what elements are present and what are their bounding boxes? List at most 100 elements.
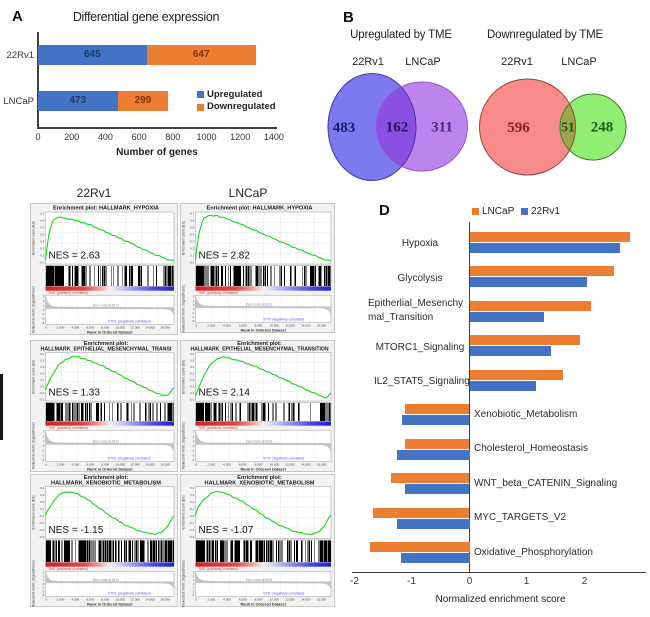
svg-text:Rank in Ordered Dataset: Rank in Ordered Dataset — [87, 466, 133, 471]
svg-text:0.1: 0.1 — [40, 507, 45, 511]
svg-text:0: 0 — [46, 463, 48, 467]
svg-text:'CTRL' (negatively correlated): 'CTRL' (negatively correlated) — [107, 591, 150, 595]
svg-text:NES = 2.63: NES = 2.63 — [49, 251, 101, 262]
svg-text:Enrichment plot: HALLMARK_HYPO: Enrichment plot: HALLMARK_HYPOXIA — [53, 206, 159, 212]
svg-text:0.5: 0.5 — [190, 359, 195, 363]
svg-text:-0.3: -0.3 — [189, 535, 195, 539]
svg-text:12,000: 12,000 — [130, 326, 140, 330]
svg-text:-0.0: -0.0 — [39, 514, 45, 518]
svg-text:12,000: 12,000 — [130, 598, 140, 602]
svg-text:-3: -3 — [192, 593, 195, 597]
svg-text:0: 0 — [193, 307, 195, 311]
svg-text:12,000: 12,000 — [285, 463, 295, 467]
svg-text:0: 0 — [193, 444, 195, 448]
svg-text:'CTRL' (negatively correlated): 'CTRL' (negatively correlated) — [107, 319, 150, 323]
svg-text:Enrichment plot:: Enrichment plot: — [237, 475, 282, 481]
svg-text:0: 0 — [46, 598, 48, 602]
svg-text:0: 0 — [196, 598, 198, 602]
svg-text:1: 1 — [193, 303, 195, 307]
svg-text:2: 2 — [43, 574, 45, 578]
svg-text:-2: -2 — [42, 453, 45, 457]
svg-text:HALLMARK_EPITHELIAL_MESENCHYMA: HALLMARK_EPITHELIAL_MESENCHYMAL_TRANSI — [41, 347, 172, 353]
svg-text:-1: -1 — [192, 449, 195, 453]
svg-text:Enrichment score (ES): Enrichment score (ES) — [32, 360, 36, 394]
svg-text:'TME' (positively correlated): 'TME' (positively correlated) — [198, 567, 238, 571]
svg-text:Enrichment plot:: Enrichment plot: — [84, 341, 129, 347]
svg-text:Zero cross at 8131: Zero cross at 8131 — [93, 304, 120, 308]
svg-text:0.4: 0.4 — [190, 486, 195, 490]
svg-text:Enrichment score (ES): Enrichment score (ES) — [182, 360, 186, 394]
svg-text:'TME' (positively correlated): 'TME' (positively correlated) — [48, 426, 88, 430]
svg-text:-0.0: -0.0 — [39, 261, 45, 265]
svg-text:596: 596 — [507, 120, 530, 136]
svg-text:0: 0 — [43, 582, 45, 586]
svg-text:6,000: 6,000 — [86, 598, 94, 602]
svg-text:6,000: 6,000 — [239, 324, 247, 328]
svg-text:2: 2 — [43, 434, 45, 438]
svg-text:0.3: 0.3 — [190, 372, 195, 376]
svg-text:0.2: 0.2 — [40, 372, 45, 376]
svg-text:0.3: 0.3 — [40, 493, 45, 497]
svg-text:3: 3 — [193, 430, 195, 434]
svg-text:2,000: 2,000 — [57, 463, 65, 467]
svg-text:0.2: 0.2 — [190, 378, 195, 382]
svg-text:6,000: 6,000 — [239, 463, 247, 467]
svg-text:NES = -1.07: NES = -1.07 — [199, 525, 254, 536]
svg-text:0.3: 0.3 — [190, 493, 195, 497]
svg-text:-2: -2 — [192, 589, 195, 593]
svg-text:HALLMARK_XENOBIOTIC_METABOLISM: HALLMARK_XENOBIOTIC_METABOLISM — [205, 481, 315, 487]
svg-text:-0.0: -0.0 — [189, 261, 195, 265]
svg-text:Enrichment plot:: Enrichment plot: — [84, 475, 129, 481]
svg-text:2,000: 2,000 — [207, 463, 215, 467]
svg-text:0.2: 0.2 — [190, 500, 195, 504]
svg-text:'STD' (negatively correlated): 'STD' (negatively correlated) — [263, 456, 304, 460]
svg-text:8,000: 8,000 — [101, 598, 109, 602]
svg-text:2: 2 — [193, 434, 195, 438]
svg-text:'CTRL' (negatively correlated): 'CTRL' (negatively correlated) — [107, 456, 150, 460]
svg-text:12,000: 12,000 — [285, 598, 295, 602]
svg-text:'TME' (positively correlated): 'TME' (positively correlated) — [198, 426, 238, 430]
svg-text:NES = -1.15: NES = -1.15 — [49, 525, 104, 536]
svg-text:3: 3 — [43, 430, 45, 434]
svg-text:2,000: 2,000 — [207, 324, 215, 328]
svg-text:483: 483 — [333, 120, 356, 136]
svg-text:Rank in Ordered Dataset: Rank in Ordered Dataset — [240, 601, 286, 606]
svg-text:'STD' (negatively correlated): 'STD' (negatively correlated) — [263, 591, 304, 595]
svg-text:0: 0 — [43, 444, 45, 448]
svg-text:6,000: 6,000 — [239, 598, 247, 602]
svg-text:14,000: 14,000 — [301, 463, 311, 467]
svg-text:0.7: 0.7 — [190, 212, 195, 216]
svg-text:16,000: 16,000 — [160, 463, 170, 467]
svg-text:16,000: 16,000 — [160, 326, 170, 330]
svg-text:'STD' (negatively correlated): 'STD' (negatively correlated) — [263, 317, 304, 321]
svg-text:-1: -1 — [42, 449, 45, 453]
svg-text:Zero cross at 8131: Zero cross at 8131 — [246, 303, 273, 307]
svg-text:-2: -2 — [42, 589, 45, 593]
svg-text:-0.0: -0.0 — [39, 391, 45, 395]
svg-text:HALLMARK_EPITHELIAL_MESENCHYMA: HALLMARK_EPITHELIAL_MESENCHYMAL_TRANSITI… — [190, 347, 328, 353]
svg-text:10,000: 10,000 — [270, 463, 280, 467]
svg-text:8,000: 8,000 — [255, 324, 263, 328]
svg-text:0.6: 0.6 — [190, 352, 195, 356]
svg-text:0.6: 0.6 — [190, 219, 195, 223]
svg-text:-3: -3 — [42, 321, 45, 325]
svg-text:248: 248 — [591, 120, 614, 136]
svg-text:0.1: 0.1 — [40, 378, 45, 382]
svg-text:Enrichment score (ES): Enrichment score (ES) — [182, 221, 186, 255]
svg-text:-0.1: -0.1 — [39, 398, 45, 402]
svg-text:-3: -3 — [192, 319, 195, 323]
svg-text:10,000: 10,000 — [115, 326, 125, 330]
svg-text:Ranked list metric (Signal2Noi: Ranked list metric (Signal2Noise) — [32, 422, 36, 469]
svg-text:0.7: 0.7 — [40, 212, 45, 216]
svg-text:-2: -2 — [192, 315, 195, 319]
svg-text:Zero cross at 8131: Zero cross at 8131 — [246, 440, 273, 444]
svg-text:0.1: 0.1 — [190, 385, 195, 389]
svg-text:14,000: 14,000 — [301, 324, 311, 328]
svg-text:Ranked list metric (Signal2Noi: Ranked list metric (Signal2Noise) — [182, 560, 186, 607]
svg-text:16,000: 16,000 — [317, 324, 327, 328]
svg-text:0: 0 — [196, 463, 198, 467]
svg-text:Rank in Ordered Dataset: Rank in Ordered Dataset — [87, 329, 133, 334]
svg-text:12,000: 12,000 — [285, 324, 295, 328]
svg-text:Enrichment plot:: Enrichment plot: — [237, 341, 282, 347]
svg-text:4,000: 4,000 — [223, 598, 231, 602]
